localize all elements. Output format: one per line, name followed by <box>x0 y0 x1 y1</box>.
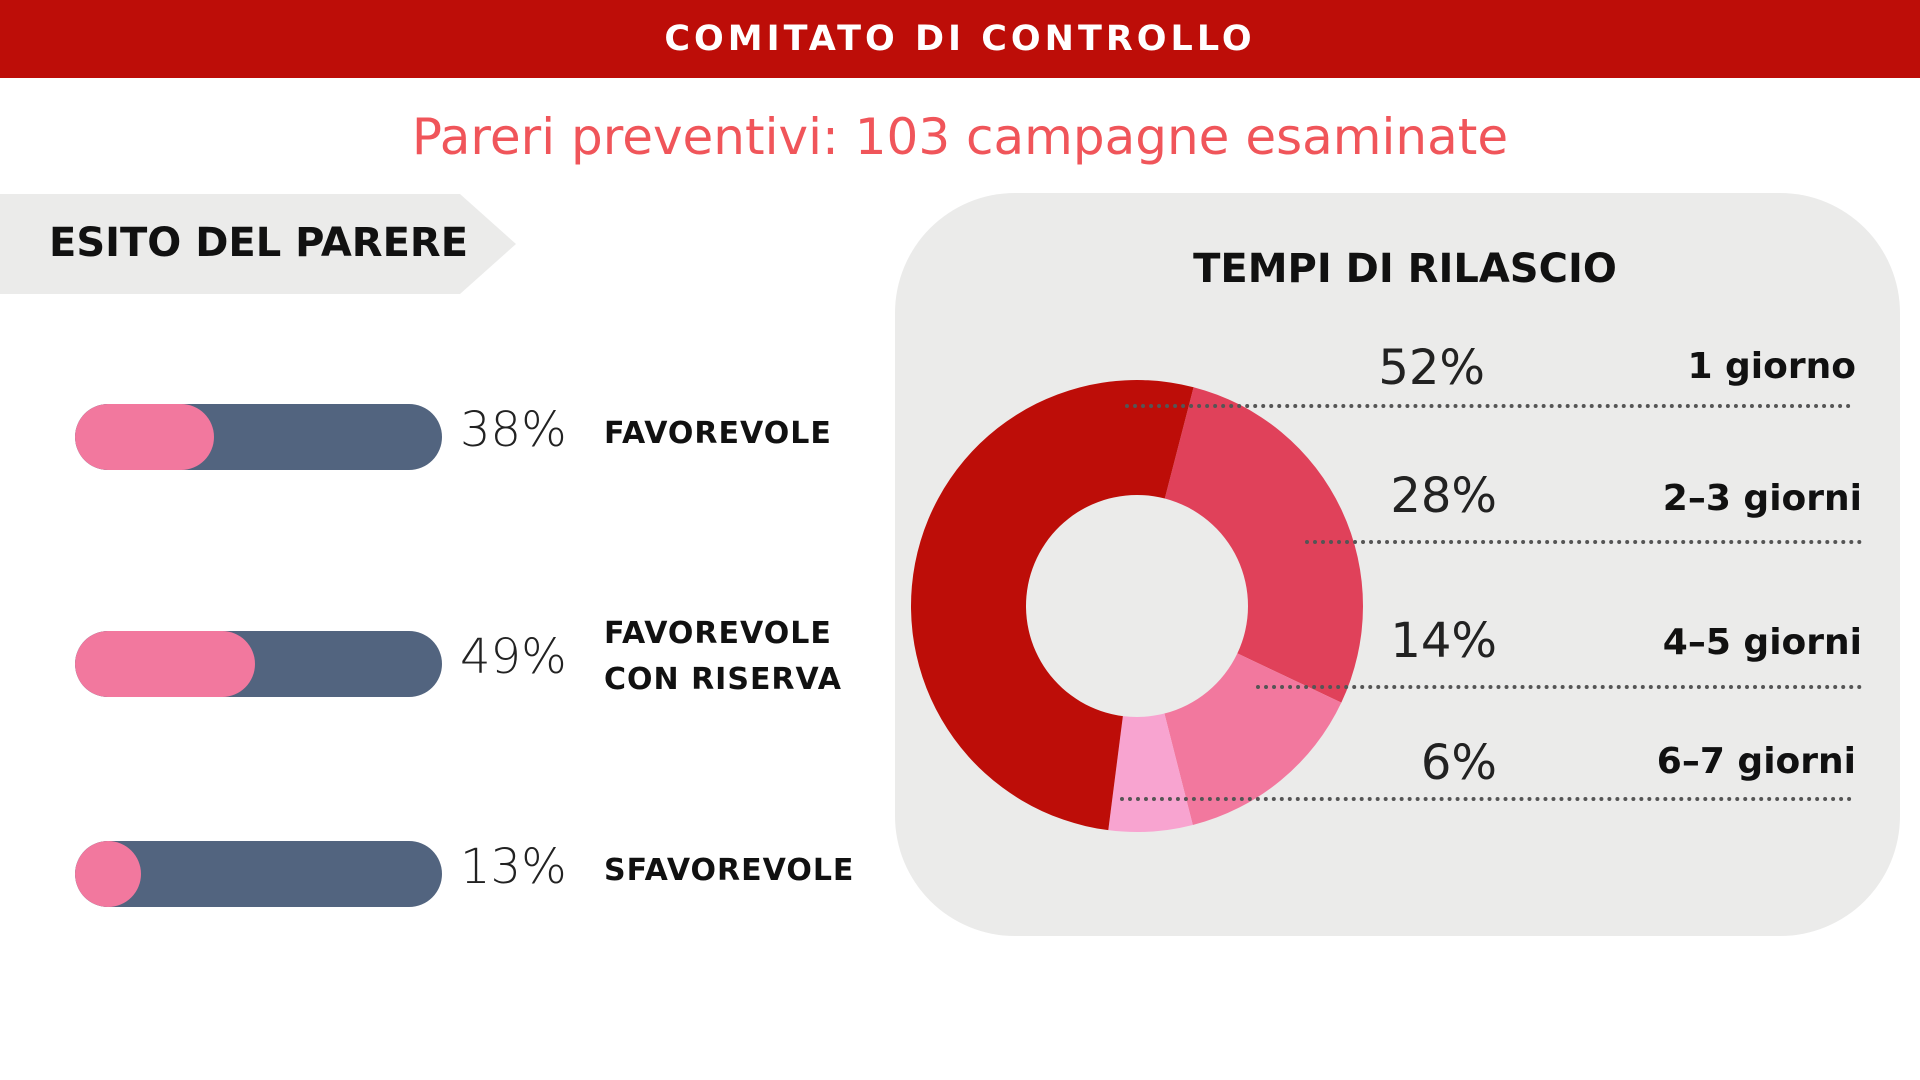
bar-category-line: CON RISERVA <box>604 662 842 697</box>
bar-fill <box>75 841 141 907</box>
donut-slice-4 <box>1108 713 1193 833</box>
legend-label: 6–7 giorni <box>1656 741 1856 782</box>
bar-track <box>75 841 442 907</box>
donut-slice-2 <box>1164 387 1363 703</box>
legend-leader-line <box>1125 404 1851 408</box>
bar-value-label: 38% <box>460 402 567 458</box>
bar-row-favorevole-con-riserva: 49% FAVOREVOLE CON RISERVA <box>0 616 900 699</box>
bar-fill <box>75 404 215 470</box>
legend-value: 6% <box>1420 735 1497 791</box>
legend-label: 4–5 giorni <box>1662 622 1862 663</box>
legend-value: 28% <box>1390 468 1497 524</box>
bar-value-label: 49% <box>460 629 567 685</box>
bar-category-label: FAVOREVOLE CON RISERVA <box>604 611 842 703</box>
release-time-chart-title: TEMPI DI RILASCIO <box>1193 246 1617 292</box>
legend-leader-line <box>1256 685 1862 689</box>
legend-value: 52% <box>1378 340 1485 396</box>
bar-category-label: FAVOREVOLE <box>604 411 832 457</box>
bar-category-line: SFAVOREVOLE <box>604 853 855 888</box>
bar-category-label: SFAVOREVOLE <box>604 848 854 894</box>
bar-track <box>75 631 442 697</box>
bar-category-line: FAVOREVOLE <box>604 416 832 451</box>
bar-value-label: 13% <box>460 839 567 895</box>
header-title: COMITATO DI CONTROLLO <box>664 19 1256 59</box>
outcome-chart-title: ESITO DEL PARERE <box>49 220 469 266</box>
legend-value: 14% <box>1390 613 1497 669</box>
legend-label: 2–3 giorni <box>1662 478 1862 519</box>
legend-leader-line <box>1305 540 1862 544</box>
bar-row-favorevole: 38% FAVOREVOLE <box>0 392 900 472</box>
donut-slice-1 <box>910 380 1194 831</box>
tab-arrow-shape <box>0 194 516 294</box>
donut-slice-3 <box>1164 653 1342 825</box>
page-subtitle: Pareri preventivi: 103 campagne esaminat… <box>411 108 1509 166</box>
outcome-section-tab: ESITO DEL PARERE <box>0 194 520 294</box>
bar-track <box>75 404 442 470</box>
bar-category-line: FAVOREVOLE <box>604 616 832 651</box>
legend-leader-line <box>1120 797 1852 801</box>
bar-fill <box>75 631 255 697</box>
header-bar: COMITATO DI CONTROLLO <box>0 0 1920 78</box>
legend-label: 1 giorno <box>1687 346 1856 387</box>
bar-row-sfavorevole: 13% SFAVOREVOLE <box>0 829 900 909</box>
